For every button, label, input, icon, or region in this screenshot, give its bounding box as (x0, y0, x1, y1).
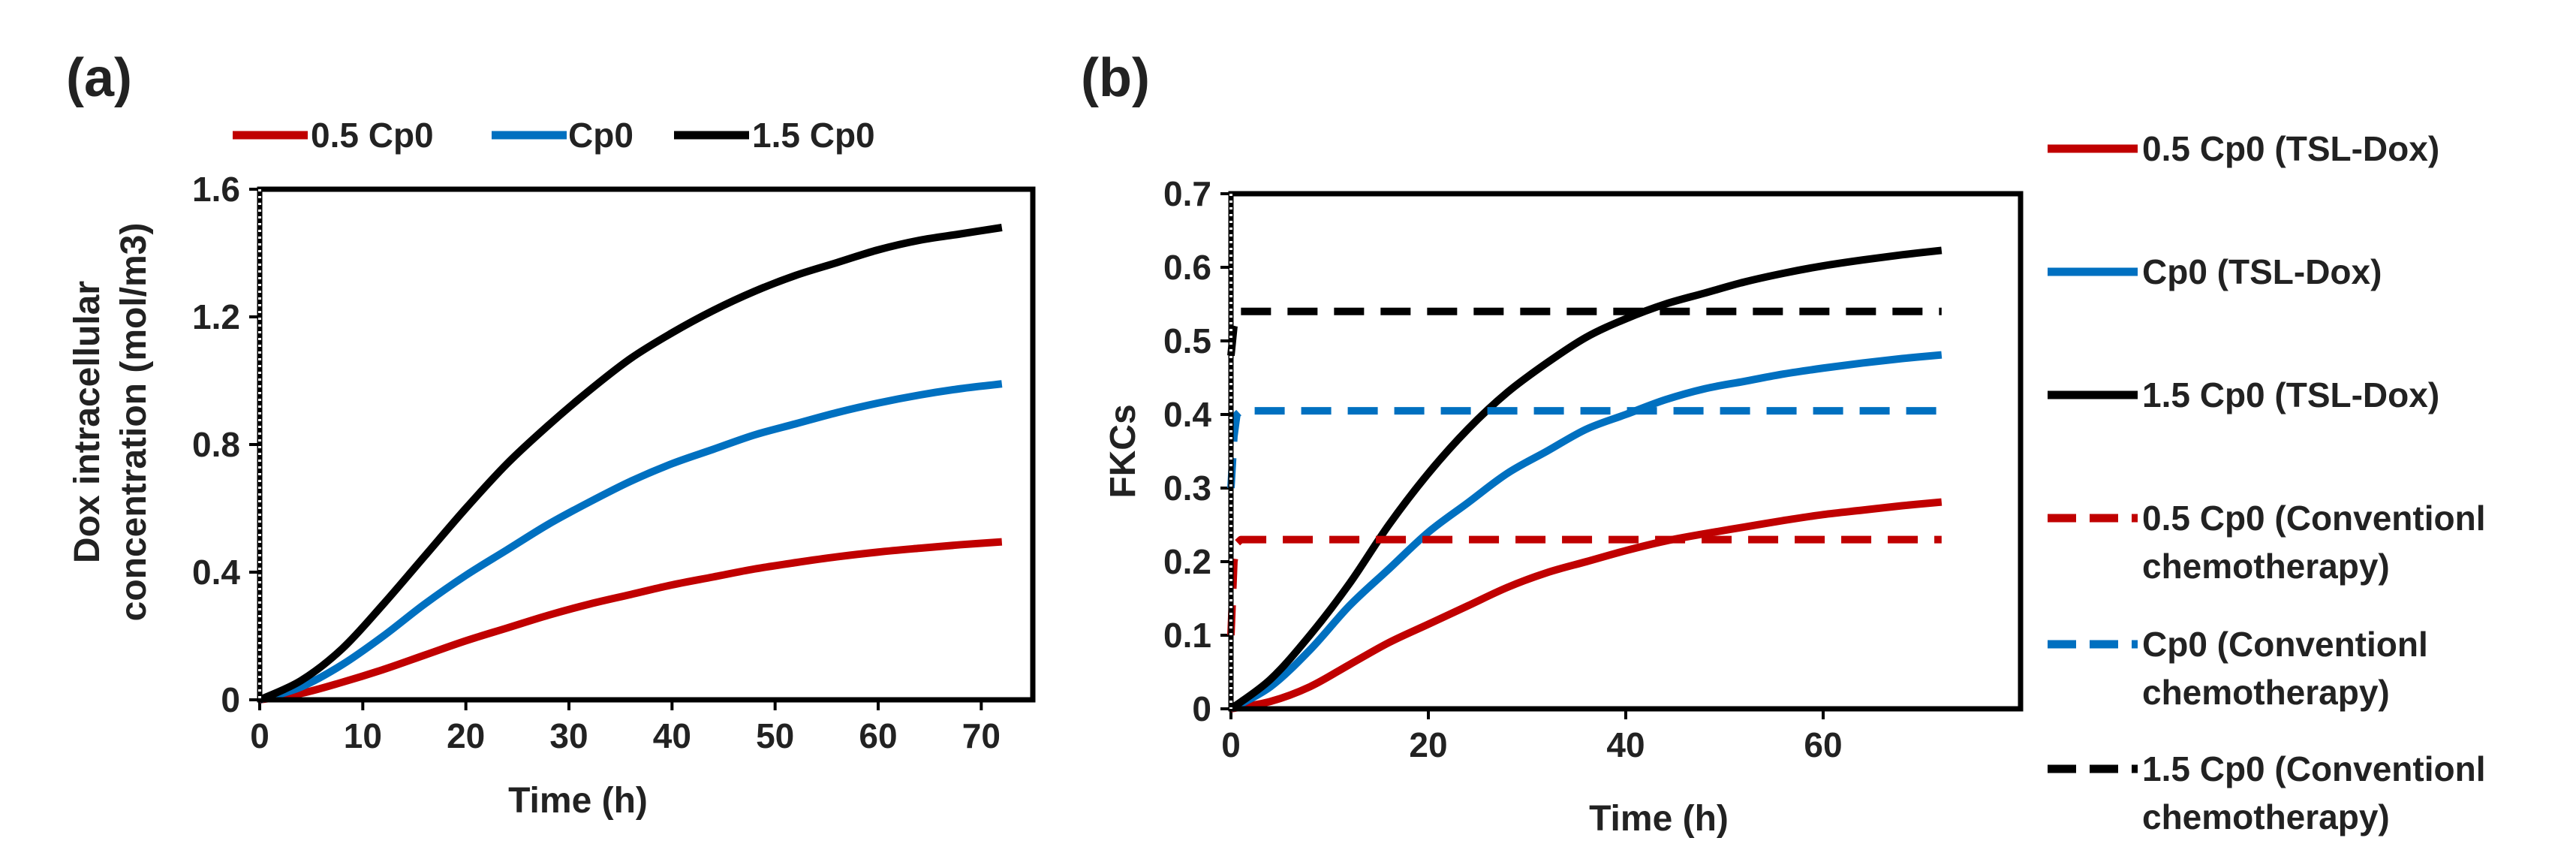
legend-b-label-3-line1: 0.5 Cp0 (Conventionl (2142, 499, 2485, 538)
legend-a-label-1: Cp0 (568, 116, 633, 155)
panel-a-chart: (a) 0.5 Cp0 Cp0 1.5 Cp0 0 10 20 30 40 50 60 700… (66, 48, 1036, 821)
panel-b-series-line-4 (1227, 407, 1942, 489)
panel-b-x-tick-label: 0 (1221, 725, 1241, 764)
panel-a-x-axis-label: Time (h) (508, 781, 648, 821)
panel-a-y-tick-label: 1.2 (192, 297, 240, 336)
panel-a-x-tick-label: 20 (447, 716, 485, 755)
panel-b-axis-ticks: 0 20 40 60 0 0.1 0.2 0.3 0.4 0.5 0.6 0.7 (1163, 174, 1843, 764)
legend-b-label-0: 0.5 Cp0 (TSL-Dox) (2142, 129, 2439, 168)
panel-b-y-tick-label: 0 (1192, 689, 1211, 728)
panel-b-chart: (b) 0 20 40 60 0 0.1 0.2 0.3 0.4 0.5 0.6 0.7 Time (… (1081, 48, 2485, 839)
panel-a-legend: 0.5 Cp0 Cp0 1.5 Cp0 (233, 116, 875, 155)
panel-b-y-tick-label: 0.2 (1163, 542, 1211, 581)
panel-b-legend: 0.5 Cp0 (TSL-Dox) Cp0 (TSL-Dox) 1.5 Cp0 … (2048, 129, 2485, 836)
panel-a-x-tick-label: 50 (756, 716, 794, 755)
legend-b-label-4-line1: Cp0 (Conventionl (2142, 625, 2428, 664)
panel-b-series (1227, 246, 1943, 713)
panel-b-series-line-0 (1230, 498, 1943, 713)
panel-a-y-axis-label-line1: Dox intracellular (68, 281, 107, 563)
legend-a-label-0: 0.5 Cp0 (311, 116, 434, 155)
panel-b-series-line-2 (1229, 246, 1943, 713)
panel-a-y-tick-label: 0.4 (192, 553, 240, 592)
legend-b-label-2: 1.5 Cp0 (TSL-Dox) (2142, 375, 2439, 414)
panel-b-x-tick-label: 40 (1606, 725, 1645, 764)
panel-a-x-tick-label: 70 (962, 716, 1001, 755)
panel-b-y-axis-label: FKCs (1103, 404, 1143, 498)
legend-a-label-2: 1.5 Cp0 (752, 116, 875, 155)
panel-a-series (257, 224, 1003, 704)
panel-b-x-tick-label: 60 (1804, 725, 1842, 764)
panel-a-x-tick-label: 30 (549, 716, 588, 755)
panel-b-series-line-3 (1227, 535, 1942, 636)
panel-a-series-line-0 (259, 538, 1003, 704)
panel-b-y-tick-label: 0.3 (1163, 469, 1211, 508)
panel-b-y-tick-label: 0.6 (1163, 248, 1211, 287)
panel-a-series-line-2 (257, 224, 1003, 704)
panel-a-x-tick-label: 40 (653, 716, 691, 755)
panel-a-plot-frame (257, 186, 1036, 703)
legend-b-label-3-line2: chemotherapy) (2142, 547, 2390, 586)
panel-a-x-tick-label: 60 (859, 716, 897, 755)
panel-b-y-tick-label: 0.5 (1163, 321, 1211, 360)
panel-a-label: (a) (66, 48, 132, 108)
panel-b-plot-frame (1228, 191, 2024, 712)
panel-a-y-axis-label-line2: concentration (mol/m3) (114, 223, 154, 622)
panel-a-x-tick-label: 0 (250, 716, 269, 755)
panel-a-series-line-1 (258, 380, 1003, 704)
panel-b-label: (b) (1081, 48, 1150, 108)
panel-b-y-tick-label: 0.4 (1163, 395, 1211, 434)
legend-b-label-1: Cp0 (TSL-Dox) (2142, 252, 2382, 291)
panel-b-series-line-5 (1227, 307, 1942, 357)
panel-a-x-tick-label: 10 (344, 716, 382, 755)
legend-b-label-5-line2: chemotherapy) (2142, 797, 2390, 836)
panel-b-x-tick-label: 20 (1409, 725, 1447, 764)
legend-b-label-5-line1: 1.5 Cp0 (Conventionl (2142, 749, 2485, 788)
panel-a-y-tick-label: 0.8 (192, 425, 240, 464)
panel-a-y-tick-label: 0 (221, 680, 240, 719)
panel-b-x-axis-label: Time (h) (1589, 799, 1729, 839)
panel-b-series-line-1 (1229, 351, 1943, 713)
panel-a-axis-ticks: 0 10 20 30 40 50 60 70 0 0.4 0.8 1.2 1.6 (192, 170, 1001, 755)
legend-b-label-4-line2: chemotherapy) (2142, 673, 2390, 712)
panel-b-y-tick-label: 0.1 (1163, 616, 1211, 655)
panel-b-y-tick-label: 0.7 (1163, 174, 1211, 213)
panel-a-y-tick-label: 1.6 (192, 170, 240, 209)
